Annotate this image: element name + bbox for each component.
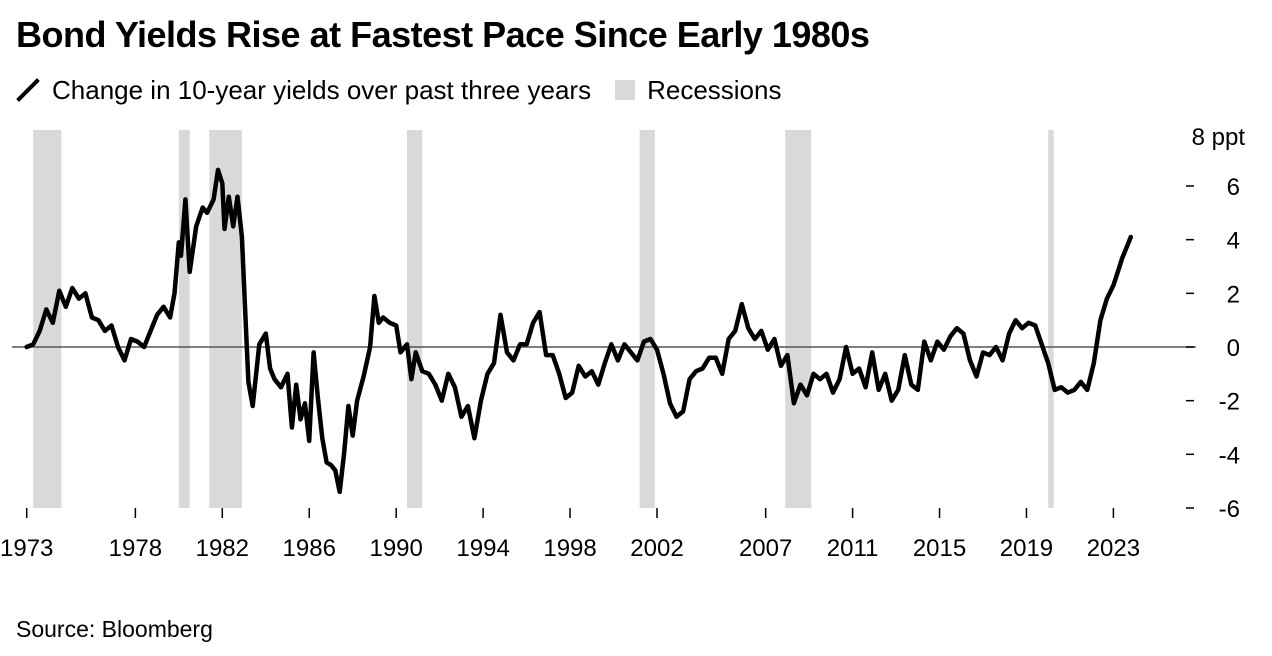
x-tick-label: 2019 bbox=[1000, 535, 1053, 562]
y-tick-label: -2 bbox=[1219, 389, 1240, 416]
recession-band-6 bbox=[1048, 130, 1054, 508]
y-tick-label: -4 bbox=[1219, 442, 1240, 469]
line-chart: 6 4 2 0 -2 -4 -6 1973 1978 1982 1986 1990 1994 1998 20… bbox=[0, 124, 1246, 562]
x-tick-label: 2015 bbox=[913, 535, 966, 562]
diagonal-line-icon bbox=[16, 78, 40, 102]
chart-title: Bond Yields Rise at Fastest Pace Since E… bbox=[16, 14, 870, 55]
y-tick-label: -6 bbox=[1219, 496, 1240, 523]
recession-band-3 bbox=[407, 130, 423, 508]
legend-label-yield-change: Change in 10-year yields over past three… bbox=[52, 74, 592, 105]
series bbox=[24, 167, 1134, 495]
recession-swatch-icon bbox=[615, 80, 636, 100]
x-tick-label: 1998 bbox=[543, 535, 596, 562]
source-note: Source: Bloomberg bbox=[16, 616, 213, 642]
x-tick-label: 2007 bbox=[739, 535, 792, 562]
recession-band-1 bbox=[178, 130, 190, 508]
x-tick-label: 2002 bbox=[630, 535, 683, 562]
x-tick-label: 1982 bbox=[196, 535, 249, 562]
y-tick-label: 4 bbox=[1227, 228, 1240, 255]
recession-band-0 bbox=[33, 130, 62, 508]
axes: 6 4 2 0 -2 -4 -6 1973 1978 1982 1986 1990 1994 1998 20… bbox=[0, 174, 1240, 562]
recession-band-4 bbox=[639, 130, 655, 508]
x-tick-label: 1986 bbox=[283, 535, 336, 562]
legend-item-yield-change: Change in 10-year yields over past three… bbox=[16, 75, 591, 106]
x-tick-label: 1990 bbox=[369, 535, 422, 562]
x-tick-label: 1973 bbox=[0, 535, 53, 562]
x-tick-label: 1978 bbox=[109, 535, 162, 562]
y-tick-label: 6 bbox=[1227, 174, 1240, 201]
y-tick-label: 2 bbox=[1227, 281, 1240, 308]
legend-label-recessions: Recessions bbox=[647, 74, 782, 105]
legend-item-recessions: Recessions bbox=[615, 75, 781, 106]
legend: Change in 10-year yields over past three… bbox=[16, 74, 805, 106]
x-tick-label: 2011 bbox=[827, 535, 879, 562]
y-unit-label: 8 ppt bbox=[1192, 124, 1246, 151]
recession-band-5 bbox=[785, 130, 812, 508]
x-tick-label: 2023 bbox=[1087, 535, 1140, 562]
series-line-0 bbox=[24, 167, 1134, 495]
y-tick-label: 0 bbox=[1227, 335, 1240, 362]
recession-bands bbox=[33, 130, 1054, 508]
x-tick-label: 1994 bbox=[456, 535, 509, 562]
